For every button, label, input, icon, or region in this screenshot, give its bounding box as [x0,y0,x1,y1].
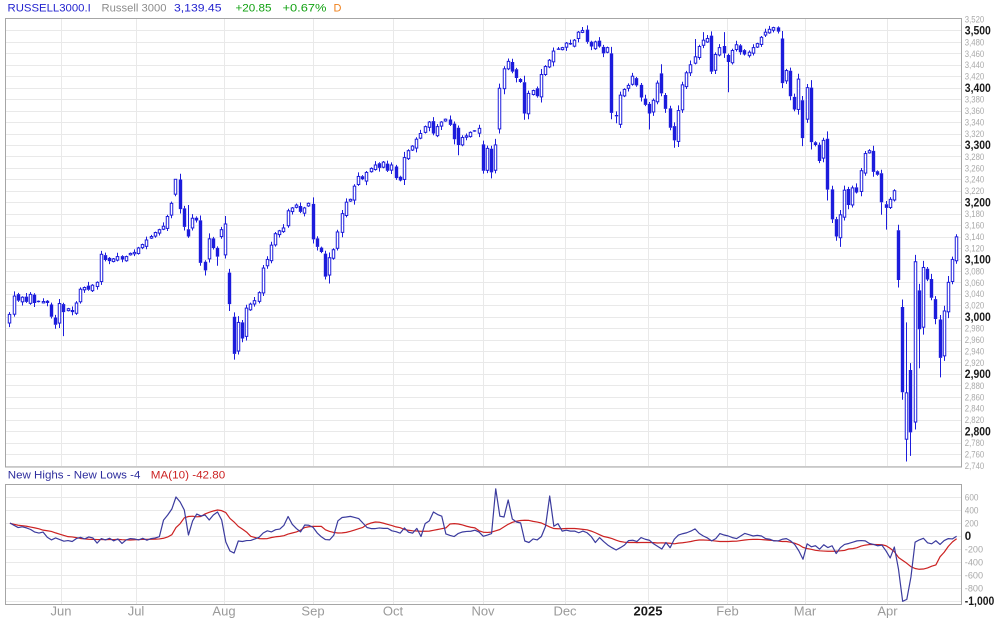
svg-text:3,480: 3,480 [965,37,984,48]
svg-text:3,220: 3,220 [965,186,984,197]
svg-text:Dec: Dec [553,604,577,619]
svg-text:2,800: 2,800 [965,426,991,438]
svg-text:3,280: 3,280 [965,152,984,163]
svg-text:2,960: 2,960 [965,335,984,346]
svg-text:2025: 2025 [634,604,663,619]
svg-text:3,140: 3,140 [965,232,984,243]
svg-text:Russell 3000: Russell 3000 [102,2,167,14]
svg-text:400: 400 [965,505,979,516]
svg-text:3,020: 3,020 [965,301,984,312]
svg-text:200: 200 [965,518,979,529]
svg-text:3,440: 3,440 [965,60,984,71]
svg-text:Jul: Jul [128,604,145,619]
svg-text:3,000: 3,000 [965,312,991,324]
svg-text:3,160: 3,160 [965,221,984,232]
svg-text:3,100: 3,100 [965,255,991,267]
svg-text:RUSSELL3000.I: RUSSELL3000.I [8,2,91,14]
svg-text:3,060: 3,060 [965,278,984,289]
svg-text:2,760: 2,760 [965,450,984,461]
svg-text:3,120: 3,120 [965,243,984,254]
svg-text:600: 600 [965,492,979,503]
svg-text:-600: -600 [965,570,983,581]
svg-text:Nov: Nov [471,604,495,619]
svg-text:2,940: 2,940 [965,346,984,357]
svg-text:2,980: 2,980 [965,324,984,335]
svg-text:2,740: 2,740 [965,461,984,472]
svg-text:3,420: 3,420 [965,72,984,83]
svg-text:-400: -400 [965,557,983,568]
svg-text:Apr: Apr [877,604,898,619]
svg-text:3,200: 3,200 [965,197,991,209]
svg-text:3,360: 3,360 [965,106,984,117]
svg-text:3,080: 3,080 [965,266,984,277]
svg-text:D: D [334,2,342,14]
svg-text:3,520: 3,520 [965,14,984,25]
svg-text:Aug: Aug [212,604,235,619]
svg-text:Mar: Mar [794,604,817,619]
svg-text:-1,000: -1,000 [965,596,995,608]
svg-text:3,040: 3,040 [965,289,984,300]
svg-text:0: 0 [965,531,971,543]
svg-text:2,780: 2,780 [965,438,984,449]
svg-text:Jun: Jun [51,604,72,619]
svg-text:3,139.45: 3,139.45 [174,2,222,14]
svg-text:3,400: 3,400 [965,83,991,95]
svg-text:+0.67%: +0.67% [283,2,327,14]
svg-text:2,880: 2,880 [965,381,984,392]
svg-text:3,460: 3,460 [965,49,984,60]
svg-text:Oct: Oct [383,604,404,619]
svg-text:Feb: Feb [716,604,738,619]
svg-text:2,840: 2,840 [965,404,984,415]
svg-text:Sep: Sep [301,604,324,619]
svg-text:-200: -200 [965,544,983,555]
svg-text:3,180: 3,180 [965,209,984,220]
svg-text:New Highs - New Lows -4: New Highs - New Lows -4 [8,470,141,482]
svg-text:3,380: 3,380 [965,95,984,106]
svg-text:2,920: 2,920 [965,358,984,369]
svg-text:+20.85: +20.85 [236,2,272,14]
svg-text:2,860: 2,860 [965,392,984,403]
svg-text:3,260: 3,260 [965,163,984,174]
svg-text:2,900: 2,900 [965,369,991,381]
svg-text:3,500: 3,500 [965,26,991,38]
svg-text:3,320: 3,320 [965,129,984,140]
svg-text:MA(10) -42.80: MA(10) -42.80 [151,470,225,482]
svg-text:2,820: 2,820 [965,415,984,426]
svg-text:3,300: 3,300 [965,140,991,152]
svg-text:3,240: 3,240 [965,175,984,186]
svg-text:-800: -800 [965,583,983,594]
svg-text:3,340: 3,340 [965,117,984,128]
